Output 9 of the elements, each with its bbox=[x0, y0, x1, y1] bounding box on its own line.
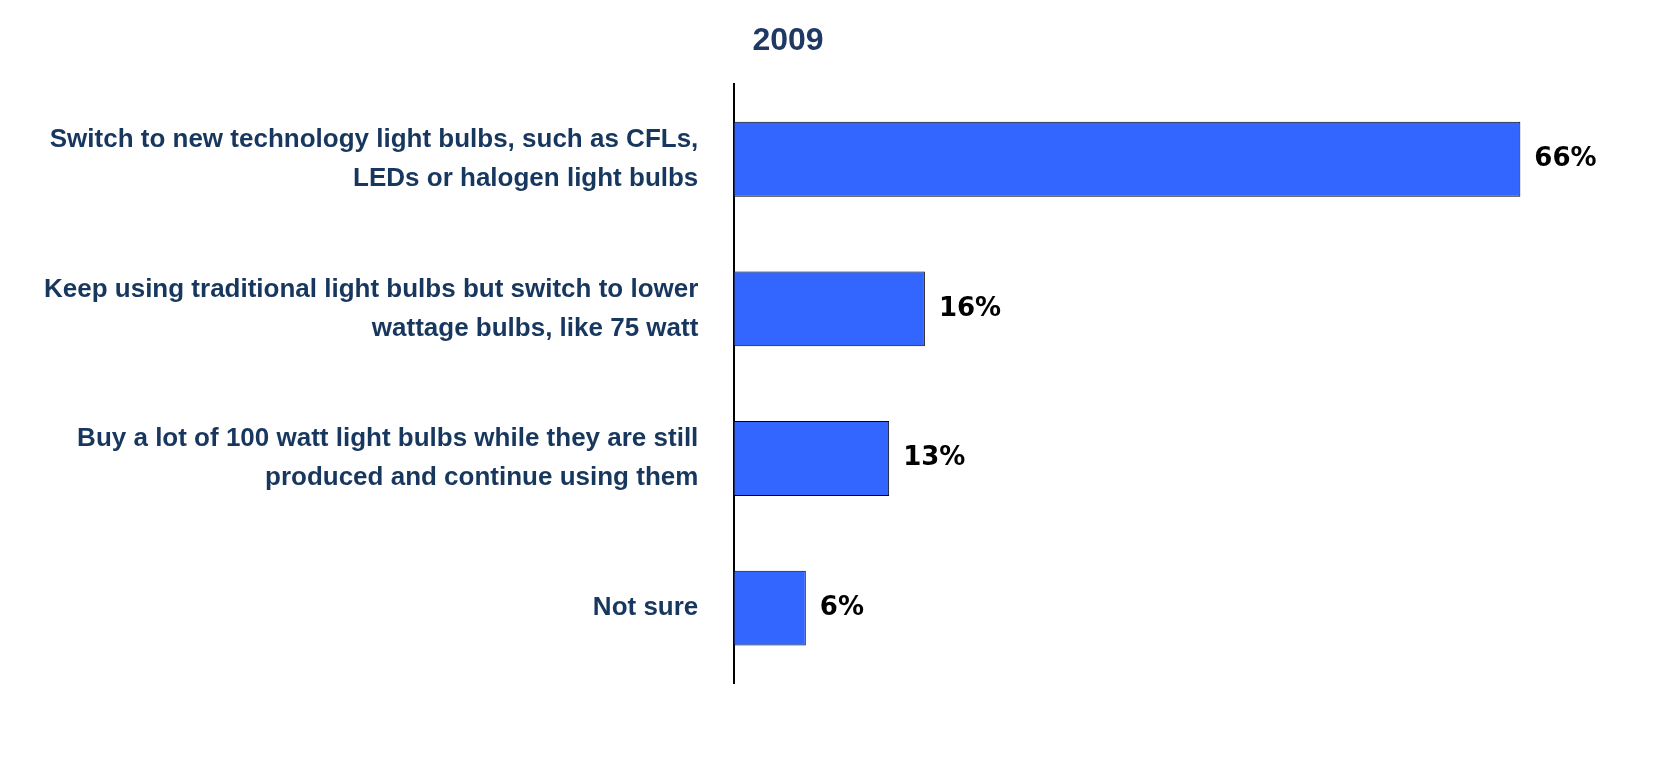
data-label: 66% bbox=[1534, 141, 1597, 172]
data-label: 16% bbox=[938, 291, 1002, 322]
y-tick-label: Keep using traditional light bulbs but switch to lower wattage bulbs, like 75 watt bbox=[44, 272, 699, 342]
y-tick-label: Switch to new technology light bulbs, such as CFLs, LEDs or halogen light bulbs bbox=[49, 122, 699, 192]
y-tick-label: Not sure bbox=[592, 591, 699, 622]
data-label: 6% bbox=[819, 590, 864, 621]
data-label: 13% bbox=[903, 441, 966, 472]
y-tick-label: Buy a lot of 100 watt light bulbs while they are still produced and continue using them bbox=[77, 422, 699, 492]
chart-title: 2009 bbox=[752, 21, 824, 58]
